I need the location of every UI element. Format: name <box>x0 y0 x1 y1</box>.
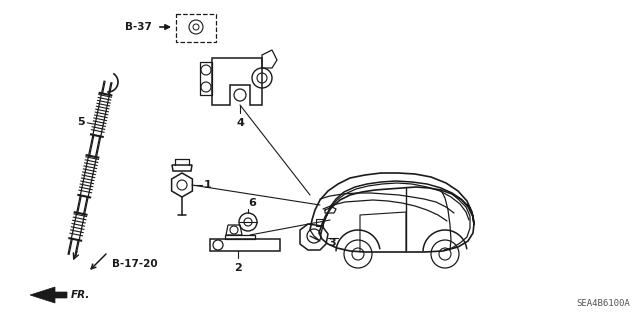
Text: 2: 2 <box>234 263 242 273</box>
Text: 3: 3 <box>328 238 335 248</box>
Text: 4: 4 <box>236 118 244 128</box>
Polygon shape <box>30 287 67 303</box>
Text: 6: 6 <box>248 198 256 208</box>
Text: B-37: B-37 <box>125 22 152 32</box>
Text: FR.: FR. <box>71 290 90 300</box>
Text: 1: 1 <box>204 180 212 190</box>
Text: 5: 5 <box>77 116 85 127</box>
Text: B-17-20: B-17-20 <box>112 259 157 269</box>
Text: SEA4B6100A: SEA4B6100A <box>576 299 630 308</box>
